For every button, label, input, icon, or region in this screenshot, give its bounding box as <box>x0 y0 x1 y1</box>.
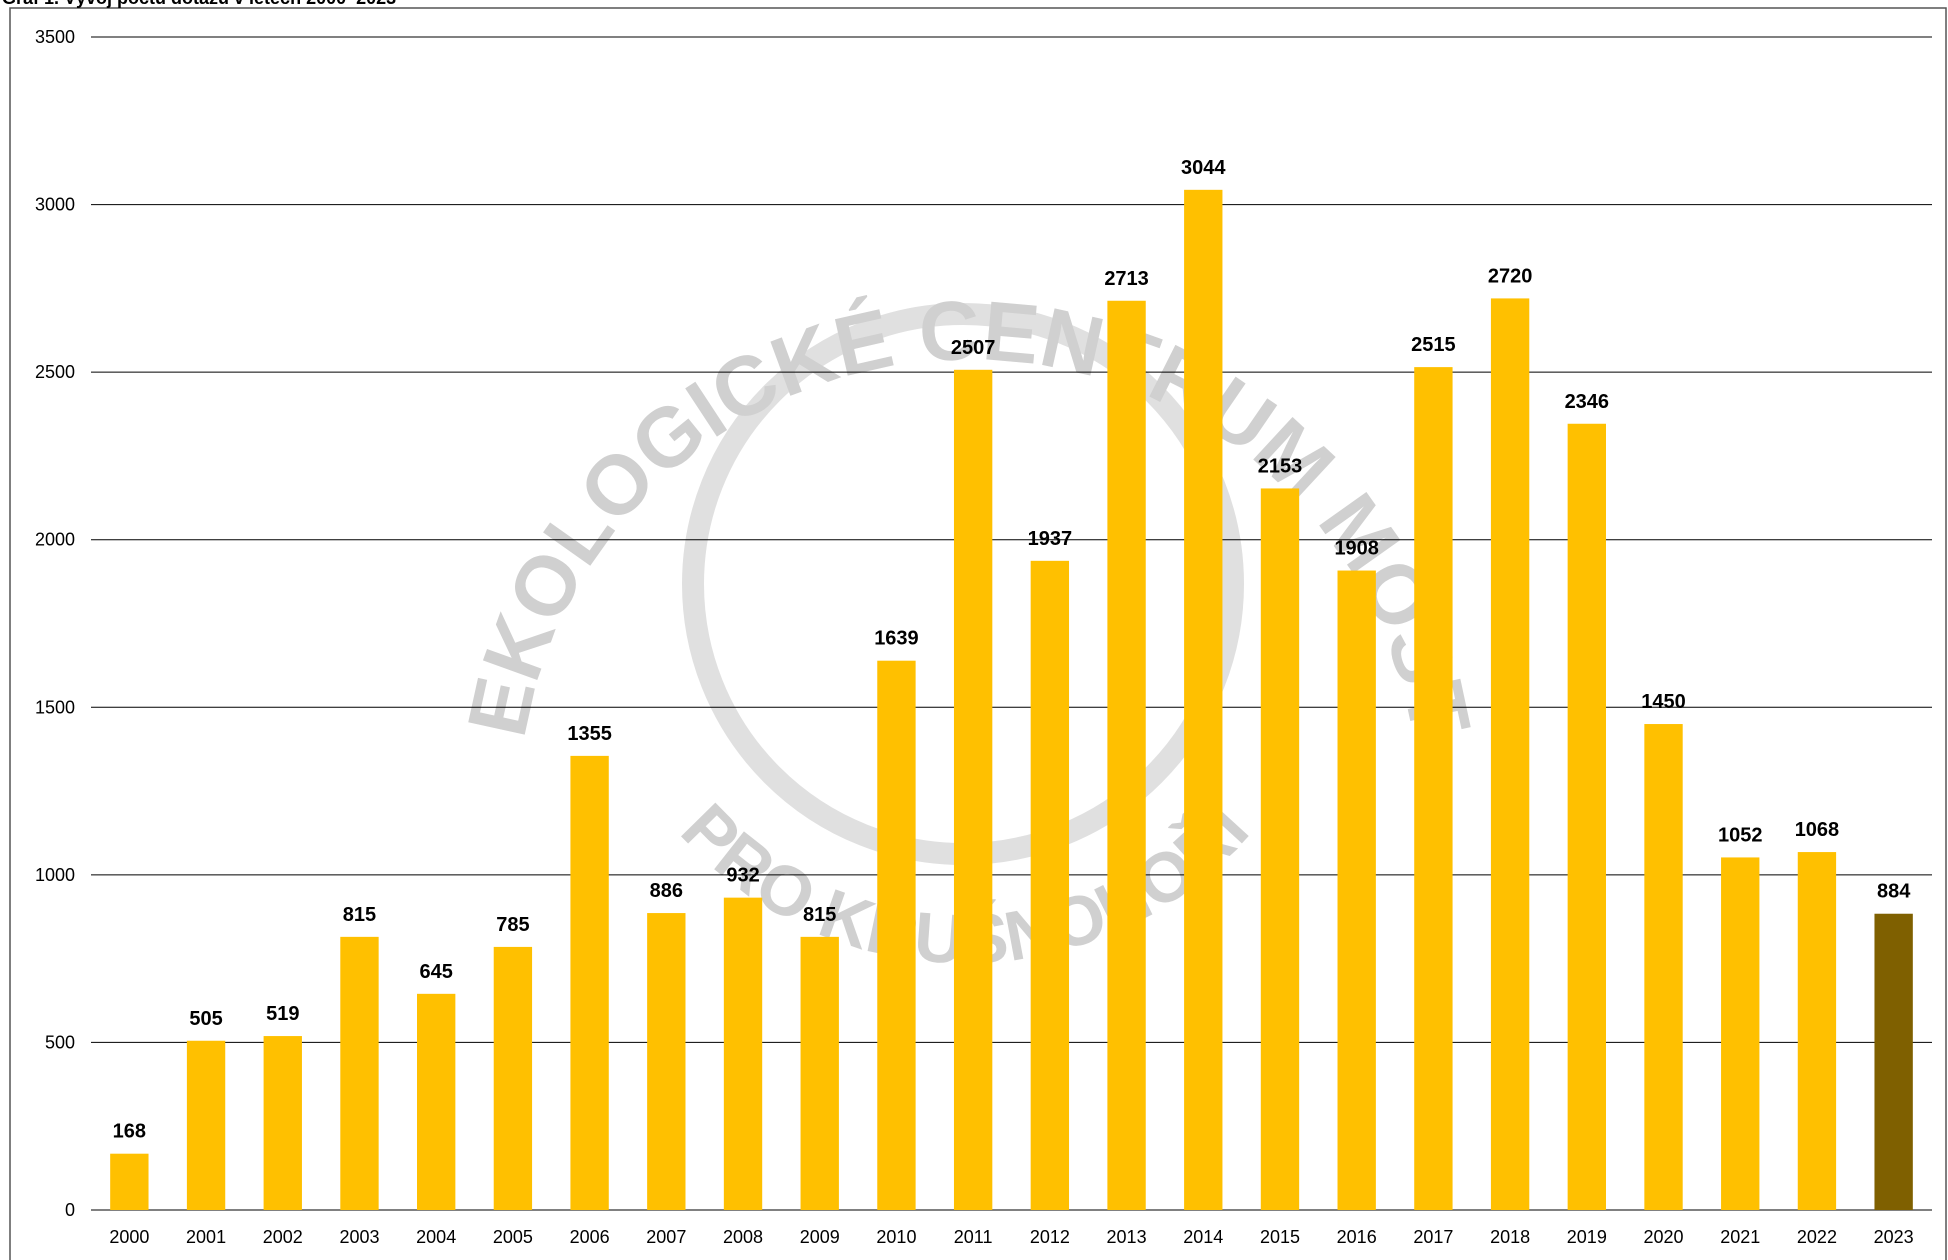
x-tick-label: 2007 <box>646 1227 686 1247</box>
x-tick-label: 2002 <box>263 1227 303 1247</box>
x-tick-label: 2011 <box>954 1227 993 1247</box>
data-label: 1908 <box>1334 538 1379 560</box>
data-label: 884 <box>1877 881 1911 903</box>
bar <box>263 1036 302 1210</box>
x-tick-label: 2010 <box>876 1227 916 1247</box>
bar <box>723 897 763 1210</box>
x-tick-label: 2012 <box>1030 1227 1070 1247</box>
y-tick-label: 2500 <box>35 362 75 382</box>
x-tick-label: 2022 <box>1797 1227 1837 1247</box>
data-label: 815 <box>343 904 376 926</box>
x-tick-label: 2005 <box>493 1227 533 1247</box>
chart-title: Graf 1. Vývoj počtu dotazů v letech 2000… <box>2 0 396 8</box>
data-label: 2507 <box>951 337 996 359</box>
y-tick-label: 1000 <box>35 865 75 885</box>
data-label: 886 <box>650 880 683 902</box>
data-label: 645 <box>420 961 453 983</box>
x-tick-label: 2006 <box>570 1227 610 1247</box>
data-label: 3044 <box>1181 157 1226 179</box>
bar <box>1567 423 1606 1210</box>
y-tick-label: 3500 <box>35 27 75 47</box>
data-label: 505 <box>189 1008 222 1030</box>
x-tick-label: 2000 <box>109 1227 149 1247</box>
bar <box>1490 298 1530 1210</box>
bar <box>570 755 609 1210</box>
bar <box>800 936 839 1210</box>
data-label: 519 <box>266 1003 299 1025</box>
data-label: 168 <box>113 1121 146 1143</box>
bar <box>1797 852 1837 1210</box>
x-tick-label: 2003 <box>339 1227 379 1247</box>
bar <box>877 660 916 1210</box>
y-tick-label: 0 <box>65 1200 75 1220</box>
data-label: 2515 <box>1411 334 1456 356</box>
data-label: 2720 <box>1488 265 1533 287</box>
bar <box>186 1040 226 1210</box>
bar <box>110 1153 149 1210</box>
data-label: 815 <box>803 904 836 926</box>
x-tick-label: 2013 <box>1107 1227 1147 1247</box>
data-label: 785 <box>496 914 529 936</box>
x-tick-label: 2016 <box>1337 1227 1377 1247</box>
bar <box>417 993 456 1210</box>
y-tick-label: 500 <box>45 1032 75 1052</box>
chart-frame <box>9 7 1947 1260</box>
bar <box>953 369 993 1210</box>
x-tick-label: 2009 <box>800 1227 840 1247</box>
x-tick-label: 2014 <box>1183 1227 1223 1247</box>
bar <box>493 946 533 1210</box>
data-label: 1068 <box>1795 819 1840 841</box>
bar <box>1030 560 1070 1210</box>
plot: 0 500 1000 1500 2000 2500 3000 3500 2000 168 2001 5… <box>35 27 1932 1247</box>
x-tick-label: 2004 <box>416 1227 456 1247</box>
data-label: 932 <box>726 865 759 887</box>
bar <box>1260 488 1300 1210</box>
bar <box>1874 913 1913 1210</box>
bar <box>1337 570 1376 1210</box>
y-tick-label: 2000 <box>35 530 75 550</box>
x-tick-label: 2008 <box>723 1227 763 1247</box>
bar <box>1721 857 1760 1210</box>
x-tick-label: 2001 <box>186 1227 226 1247</box>
y-tick-label: 1500 <box>35 697 75 717</box>
y-tick-label: 3000 <box>35 195 75 215</box>
bar <box>340 936 379 1210</box>
data-label: 2713 <box>1104 268 1149 290</box>
x-tick-label: 2020 <box>1643 1227 1683 1247</box>
data-label: 2153 <box>1258 455 1303 477</box>
x-tick-label: 2021 <box>1720 1227 1760 1247</box>
data-label: 2346 <box>1565 391 1610 413</box>
data-label: 1052 <box>1718 824 1763 846</box>
bar <box>1184 189 1223 1211</box>
data-label: 1639 <box>874 628 919 650</box>
bar <box>1644 724 1683 1210</box>
bar <box>1107 300 1146 1210</box>
x-tick-label: 2023 <box>1874 1227 1914 1247</box>
x-tick-label: 2019 <box>1567 1227 1607 1247</box>
data-label: 1937 <box>1028 528 1073 550</box>
x-tick-label: 2018 <box>1490 1227 1530 1247</box>
data-label: 1450 <box>1641 691 1686 713</box>
data-label: 1355 <box>567 723 612 745</box>
bar <box>1414 367 1453 1210</box>
bar <box>647 913 686 1210</box>
x-tick-label: 2015 <box>1260 1227 1300 1247</box>
x-tick-label: 2017 <box>1413 1227 1453 1247</box>
